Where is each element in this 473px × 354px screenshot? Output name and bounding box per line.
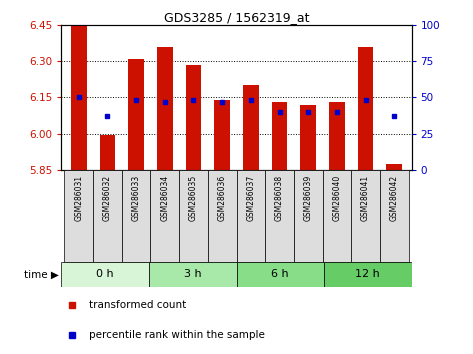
Text: GSM286032: GSM286032	[103, 175, 112, 221]
Text: GSM286033: GSM286033	[131, 175, 140, 221]
Text: GSM286035: GSM286035	[189, 175, 198, 221]
Bar	[128, 59, 144, 170]
Text: GSM286037: GSM286037	[246, 175, 255, 221]
FancyBboxPatch shape	[294, 170, 323, 262]
Text: GSM286042: GSM286042	[390, 175, 399, 221]
FancyBboxPatch shape	[150, 170, 179, 262]
Text: 3 h: 3 h	[184, 269, 201, 279]
FancyBboxPatch shape	[236, 170, 265, 262]
FancyBboxPatch shape	[208, 170, 236, 262]
Title: GDS3285 / 1562319_at: GDS3285 / 1562319_at	[164, 11, 309, 24]
Bar	[358, 46, 374, 170]
FancyBboxPatch shape	[149, 262, 236, 287]
Bar	[300, 105, 316, 170]
Text: GSM286041: GSM286041	[361, 175, 370, 221]
Text: percentile rank within the sample: percentile rank within the sample	[89, 330, 265, 339]
FancyBboxPatch shape	[93, 170, 122, 262]
Bar	[272, 102, 288, 170]
Text: 6 h: 6 h	[272, 269, 289, 279]
FancyBboxPatch shape	[64, 170, 93, 262]
Text: GSM286040: GSM286040	[333, 175, 342, 221]
Text: transformed count: transformed count	[89, 299, 187, 310]
Text: GSM286034: GSM286034	[160, 175, 169, 221]
Bar	[243, 85, 259, 170]
Text: 12 h: 12 h	[355, 269, 380, 279]
FancyBboxPatch shape	[61, 262, 149, 287]
Bar	[99, 135, 115, 170]
FancyBboxPatch shape	[324, 262, 412, 287]
FancyBboxPatch shape	[265, 170, 294, 262]
Bar	[185, 65, 201, 170]
FancyBboxPatch shape	[236, 262, 324, 287]
FancyBboxPatch shape	[179, 170, 208, 262]
Text: GSM286036: GSM286036	[218, 175, 227, 221]
FancyBboxPatch shape	[323, 170, 351, 262]
Text: GSM286031: GSM286031	[74, 175, 83, 221]
Text: GSM286039: GSM286039	[304, 175, 313, 221]
FancyBboxPatch shape	[351, 170, 380, 262]
Bar	[71, 25, 87, 170]
FancyBboxPatch shape	[122, 170, 150, 262]
Text: 0 h: 0 h	[96, 269, 114, 279]
Bar	[386, 164, 402, 170]
Bar	[329, 102, 345, 170]
FancyBboxPatch shape	[380, 170, 409, 262]
Text: GSM286038: GSM286038	[275, 175, 284, 221]
Text: time ▶: time ▶	[24, 269, 59, 279]
Bar	[214, 100, 230, 170]
Bar	[157, 46, 173, 170]
